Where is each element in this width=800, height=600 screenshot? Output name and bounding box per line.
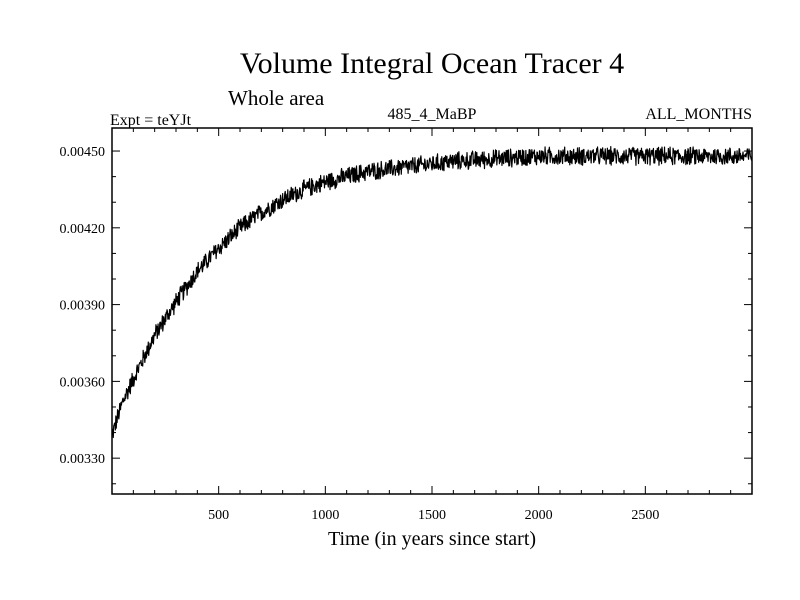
x-tick-label: 2000 <box>525 508 553 523</box>
series-line <box>111 146 753 439</box>
experiment-label: Expt = teYJt <box>110 112 192 129</box>
y-tick-label: 0.00360 <box>60 375 106 390</box>
months-label: ALL_MONTHS <box>645 106 752 123</box>
y-tick-label: 0.00450 <box>60 145 106 160</box>
x-axis-label: Time (in years since start) <box>328 528 536 550</box>
y-tick-label: 0.00420 <box>60 222 106 237</box>
chart-title: Volume Integral Ocean Tracer 4 <box>240 47 624 80</box>
x-tick-label: 1500 <box>418 508 446 523</box>
axis-ticks: 0.00330 0.00360 0.00390 0.00420 0.00450 500 10… <box>60 128 752 523</box>
chart-subtitle: Whole area <box>228 86 325 110</box>
data-layer <box>111 146 753 439</box>
y-tick-label: 0.00330 <box>60 452 106 467</box>
x-tick-label: 500 <box>208 508 229 523</box>
x-tick-label: 2500 <box>631 508 659 523</box>
plot-frame <box>111 127 753 495</box>
x-tick-label: 1000 <box>311 508 339 523</box>
y-tick-label: 0.00390 <box>60 299 106 314</box>
run-label: 485_4_MaBP <box>388 106 477 123</box>
